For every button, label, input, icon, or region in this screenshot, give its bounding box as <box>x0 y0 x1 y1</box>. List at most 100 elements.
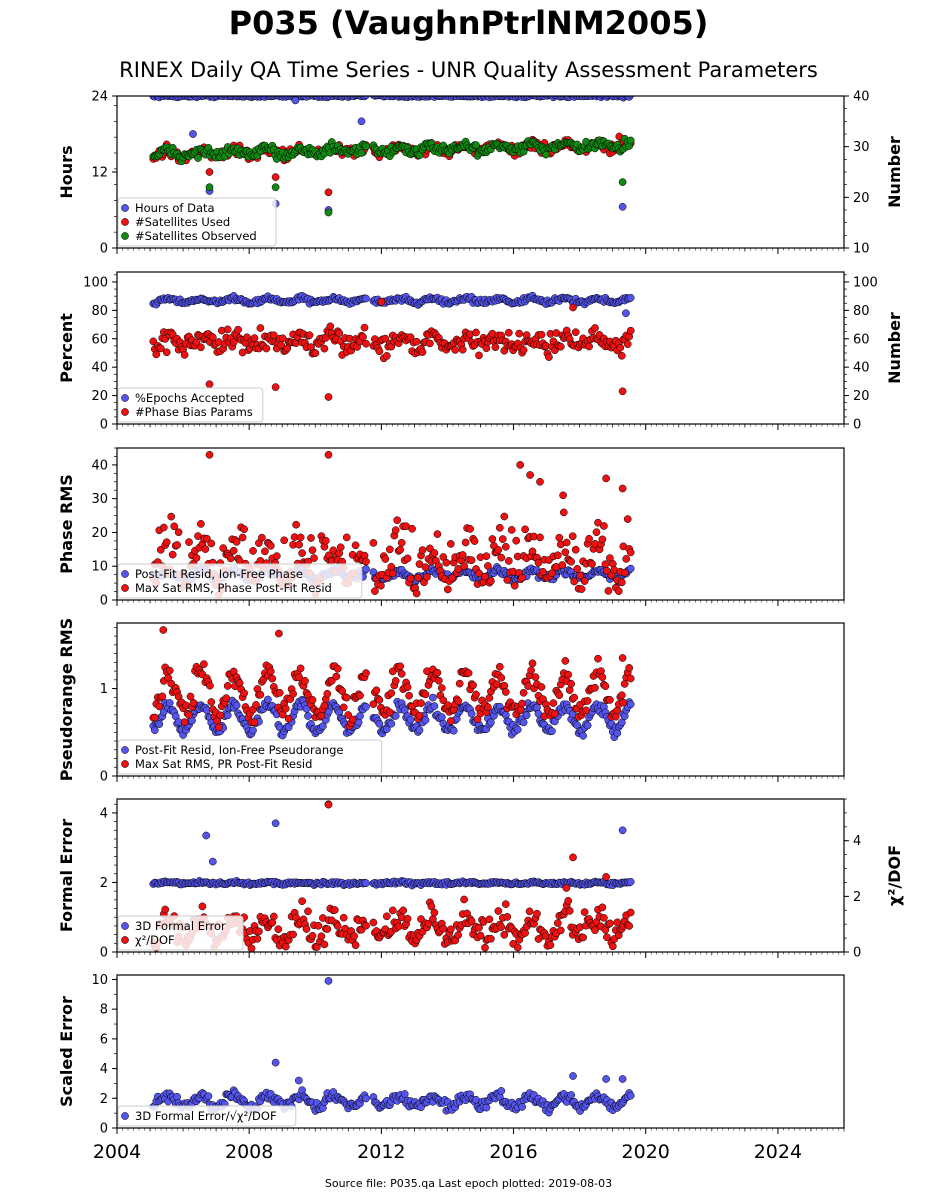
data-point <box>339 703 348 712</box>
data-point <box>369 918 378 927</box>
data-point <box>280 536 289 545</box>
y-tick-label: 60 <box>91 332 108 347</box>
data-point <box>375 719 384 728</box>
data-point <box>437 713 446 721</box>
data-point <box>180 351 189 359</box>
data-point <box>192 554 201 562</box>
y-tick-label: 100 <box>83 275 108 290</box>
y-right-tick-label: 40 <box>853 90 870 105</box>
data-point <box>362 1094 370 1103</box>
data-point <box>472 328 480 337</box>
data-point <box>393 516 402 525</box>
data-point <box>518 1103 526 1111</box>
data-point <box>197 343 205 352</box>
data-point <box>362 702 370 711</box>
y-axis-label: Pseudorange RMS <box>57 618 76 781</box>
y-tick-label: 0 <box>100 770 108 785</box>
data-point <box>326 322 335 331</box>
data-point <box>510 581 519 590</box>
legend-entry: #Satellites Observed <box>135 229 257 243</box>
data-point <box>360 323 369 332</box>
data-point <box>497 1087 506 1095</box>
data-series <box>149 297 635 401</box>
data-point <box>498 535 507 543</box>
y-axis-label: Phase RMS <box>57 474 76 574</box>
data-point <box>446 925 455 934</box>
y-right-axis-label: Number <box>885 312 904 384</box>
data-point <box>403 683 412 692</box>
data-point <box>618 387 627 396</box>
data-point <box>626 326 635 335</box>
y-right-tick-label: 4 <box>853 834 861 849</box>
data-point <box>522 711 531 720</box>
data-point <box>382 912 391 921</box>
data-point <box>536 533 544 542</box>
data-point <box>501 900 510 908</box>
data-point <box>388 906 397 915</box>
data-point <box>559 508 568 517</box>
data-point <box>320 344 329 353</box>
data-point <box>323 689 332 698</box>
data-point <box>403 554 412 563</box>
data-point <box>298 549 306 557</box>
data-point <box>255 927 263 936</box>
data-point <box>362 921 370 930</box>
data-point <box>542 150 550 159</box>
data-point <box>399 906 408 915</box>
y-tick-label: 0 <box>100 242 108 257</box>
data-point <box>487 577 495 585</box>
data-point <box>168 550 177 559</box>
data-point <box>484 562 492 570</box>
data-point <box>324 188 333 197</box>
legend-entry: %Epochs Accepted <box>135 391 244 405</box>
data-point <box>569 853 577 862</box>
data-point <box>439 924 448 933</box>
data-point <box>421 563 430 572</box>
data-point <box>308 546 317 555</box>
legend-entry: Hours of Data <box>135 201 215 215</box>
y-tick-label: 0 <box>100 946 108 961</box>
data-point <box>583 721 592 730</box>
data-point <box>561 657 570 665</box>
data-point <box>391 526 400 535</box>
legend-entry: Max Sat RMS, PR Post-Fit Resid <box>135 757 312 771</box>
data-point <box>602 1075 610 1083</box>
data-point <box>417 699 425 708</box>
data-point <box>205 168 214 176</box>
y-tick-label: 80 <box>91 304 108 319</box>
data-point <box>150 726 159 735</box>
data-point <box>198 902 207 911</box>
data-point <box>579 731 587 740</box>
data-point <box>443 585 452 594</box>
data-point <box>302 925 311 933</box>
data-point <box>412 589 421 598</box>
data-point <box>323 925 332 933</box>
data-point <box>174 528 183 537</box>
data-point <box>262 344 271 353</box>
data-point <box>469 681 477 690</box>
data-point <box>504 557 513 565</box>
data-point <box>167 512 176 521</box>
data-point <box>481 943 489 952</box>
data-point <box>180 718 189 726</box>
data-point <box>223 682 232 690</box>
y-right-tick-label: 40 <box>853 361 870 376</box>
data-point <box>200 660 208 668</box>
data-point <box>617 691 626 700</box>
data-point <box>305 331 314 340</box>
data-point <box>516 461 525 469</box>
data-point <box>194 154 202 162</box>
data-point <box>295 673 303 682</box>
data-point <box>400 1090 409 1098</box>
data-point <box>362 557 370 566</box>
data-point <box>333 922 342 930</box>
data-point <box>249 726 257 735</box>
data-point <box>487 718 495 727</box>
y-tick-label: 20 <box>91 526 108 541</box>
data-point <box>362 565 370 573</box>
chart-panel: 0 10 20 30 40 Phase RMS Post-Fit Resid, Ion-Fr… <box>57 447 845 609</box>
data-point <box>173 541 181 549</box>
data-point <box>362 96 370 100</box>
data-point <box>408 524 416 533</box>
